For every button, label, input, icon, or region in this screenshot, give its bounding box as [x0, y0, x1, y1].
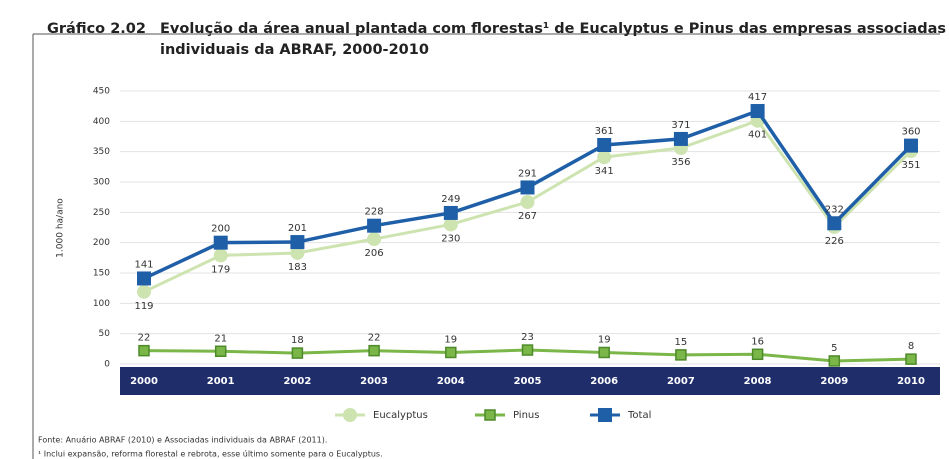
data-label: 19 — [598, 334, 611, 345]
data-label: 183 — [288, 262, 307, 273]
x-tick-label: 2000 — [130, 376, 158, 387]
data-label: 360 — [901, 127, 920, 138]
data-label: 267 — [518, 211, 537, 222]
chart-title-label: Gráfico 2.02 — [47, 21, 146, 37]
marker — [520, 180, 535, 195]
chart-title: individuais da ABRAF, 2000-2010 — [160, 42, 429, 58]
data-label: 8 — [908, 341, 914, 352]
data-label: 15 — [675, 337, 688, 348]
marker — [137, 271, 151, 286]
legend-label: Total — [627, 410, 651, 421]
data-label: 228 — [365, 207, 384, 218]
x-tick-label: 2005 — [514, 376, 542, 387]
data-label: 201 — [288, 223, 307, 234]
y-tick-label: 50 — [99, 329, 111, 339]
marker — [138, 344, 150, 357]
marker — [521, 344, 534, 356]
marker — [443, 217, 458, 232]
x-tick-label: 2003 — [360, 376, 388, 387]
data-label: 21 — [214, 333, 227, 344]
y-tick-label: 400 — [93, 117, 110, 127]
x-tick-label: 2001 — [207, 376, 235, 387]
legend-label: Pinus — [513, 410, 539, 421]
y-tick-label: 150 — [93, 269, 110, 279]
x-tick-label: 2002 — [283, 376, 311, 387]
y-axis-label: 1.000 ha/ano — [56, 198, 66, 258]
data-label: 371 — [671, 120, 690, 131]
data-label: 18 — [291, 335, 304, 346]
marker — [291, 347, 304, 359]
data-label: 341 — [595, 166, 614, 177]
data-label: 291 — [518, 168, 537, 179]
y-tick-label: 100 — [93, 299, 110, 309]
marker — [367, 218, 382, 233]
note: ¹ Inclui expansão, reforma florestal e r… — [38, 450, 383, 459]
data-label: 23 — [521, 332, 534, 343]
marker — [673, 131, 688, 146]
data-label: 230 — [441, 233, 460, 244]
marker — [213, 235, 228, 250]
data-label: 351 — [901, 160, 920, 171]
data-label: 141 — [134, 259, 153, 270]
marker — [290, 235, 305, 250]
data-label: 16 — [751, 336, 764, 347]
data-label: 206 — [365, 248, 384, 259]
data-label: 200 — [211, 224, 230, 235]
data-label: 179 — [211, 264, 230, 275]
marker — [828, 355, 841, 367]
data-label: 356 — [671, 157, 690, 168]
legend-label: Eucalyptus — [373, 410, 428, 421]
y-tick-label: 450 — [93, 87, 110, 97]
marker — [214, 345, 227, 358]
note: Fonte: Anuário ABRAF (2010) e Associadas… — [38, 436, 327, 445]
marker — [137, 284, 151, 299]
x-tick-label: 2009 — [820, 376, 848, 387]
y-tick-label: 250 — [93, 208, 110, 218]
data-label: 417 — [748, 92, 767, 103]
marker — [905, 353, 917, 365]
data-label: 5 — [831, 343, 837, 354]
data-label: 232 — [825, 204, 844, 215]
y-tick-label: 350 — [93, 147, 110, 157]
y-tick-label: 200 — [93, 238, 110, 248]
data-label: 249 — [441, 194, 460, 205]
marker — [597, 137, 612, 152]
x-tick-label: 2007 — [667, 376, 695, 387]
data-label: 226 — [825, 236, 844, 247]
x-tick-label: 2006 — [590, 376, 618, 387]
chart-title: Evolução da área anual plantada com flor… — [160, 21, 946, 37]
x-tick-label: 2010 — [897, 376, 925, 387]
data-label: 22 — [138, 333, 151, 344]
marker — [904, 138, 918, 153]
marker — [827, 216, 842, 231]
marker — [445, 346, 457, 359]
data-label: 361 — [595, 126, 614, 137]
data-label: 22 — [368, 333, 381, 344]
marker — [750, 104, 765, 119]
marker — [213, 248, 228, 263]
data-label: 401 — [748, 130, 767, 141]
marker — [597, 150, 612, 165]
marker — [443, 205, 458, 220]
x-tick-label: 2008 — [744, 376, 772, 387]
marker — [484, 409, 496, 421]
marker — [598, 408, 612, 422]
y-tick-label: 0 — [104, 360, 110, 370]
marker — [290, 245, 305, 260]
marker — [675, 349, 687, 361]
marker — [368, 344, 380, 357]
data-label: 19 — [444, 334, 457, 345]
category-band — [120, 367, 940, 395]
data-label: 119 — [134, 301, 153, 312]
x-tick-label: 2004 — [437, 376, 465, 387]
marker — [367, 232, 382, 247]
marker — [751, 348, 764, 361]
marker — [520, 195, 535, 210]
marker — [343, 408, 357, 422]
marker — [598, 346, 610, 359]
y-tick-label: 300 — [93, 178, 110, 188]
